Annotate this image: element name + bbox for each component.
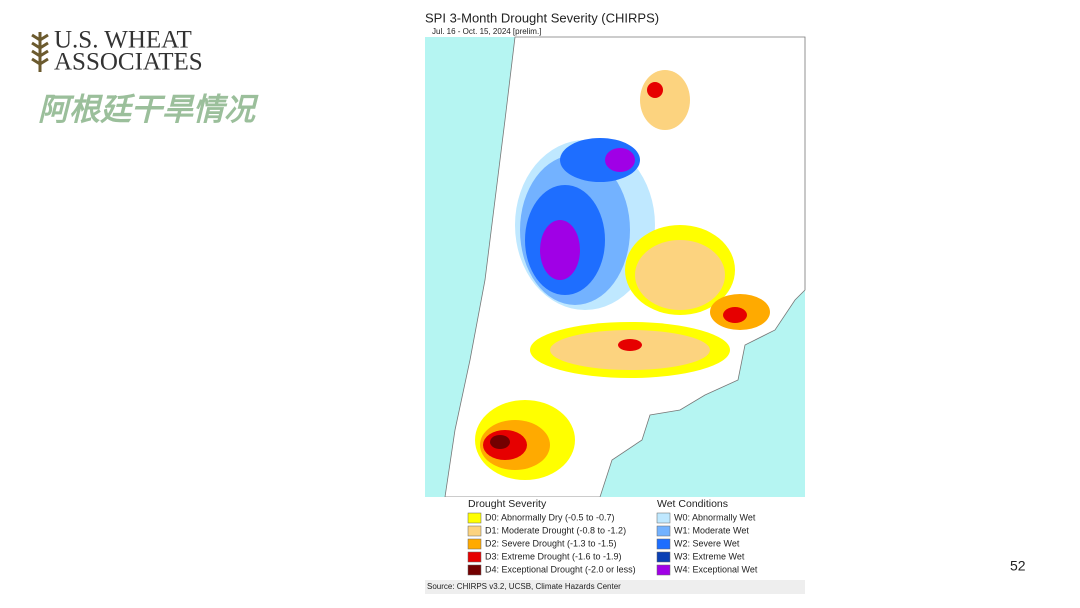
- legend-label: D0: Abnormally Dry (-0.5 to -0.7): [485, 512, 615, 522]
- legend-panel: [425, 497, 805, 583]
- legend-label: W1: Moderate Wet: [674, 525, 749, 535]
- map-title: SPI 3-Month Drought Severity (CHIRPS): [425, 10, 659, 25]
- logo-text: U.S. WHEAT: [54, 27, 192, 54]
- legend-heading: Drought Severity: [468, 498, 547, 510]
- legend-label: D2: Severe Drought (-1.3 to -1.5): [485, 538, 617, 548]
- page-number: 52: [1010, 558, 1026, 574]
- legend-swatch: [467, 551, 482, 563]
- source-bar: [425, 580, 805, 594]
- legend-swatch: [656, 551, 671, 563]
- legend-label: D4: Exceptional Drought (-2.0 or less): [485, 564, 636, 574]
- logo: U.S. WHEAT ASSOCIATES: [31, 27, 203, 76]
- drought-areas: [475, 70, 770, 480]
- legend-label: D1: Moderate Drought (-0.8 to -1.2): [485, 525, 626, 535]
- map-source: Source: CHIRPS v3.2, UCSB, Climate Hazar…: [427, 582, 621, 591]
- legend-label: W3: Extreme Wet: [674, 551, 745, 561]
- legend-swatch: [467, 538, 482, 550]
- legend-label: W0: Abnormally Wet: [674, 512, 756, 522]
- map: [425, 36, 806, 498]
- legend: D0: Abnormally Dry (-0.5 to -0.7) D1: Mod…: [467, 512, 758, 576]
- legend-swatch: [467, 564, 482, 576]
- logo-text: ASSOCIATES: [54, 49, 203, 76]
- slide-title: 阿根廷干旱情况: [38, 92, 259, 127]
- legend-swatch: [656, 512, 671, 524]
- legend-swatch: [467, 512, 482, 524]
- legend-label: D3: Extreme Drought (-1.6 to -1.9): [485, 551, 622, 561]
- logo-icon: [31, 32, 49, 72]
- legend-swatch: [656, 538, 671, 550]
- legend-swatch: [656, 525, 671, 537]
- legend-label: W2: Severe Wet: [674, 538, 740, 548]
- legend-swatch: [656, 564, 671, 576]
- legend-heading: Wet Conditions: [657, 498, 728, 510]
- map-subtitle: Jul. 16 - Oct. 15, 2024 [prelim.]: [432, 27, 541, 36]
- legend-swatch: [467, 525, 482, 537]
- legend-label: W4: Exceptional Wet: [674, 564, 758, 574]
